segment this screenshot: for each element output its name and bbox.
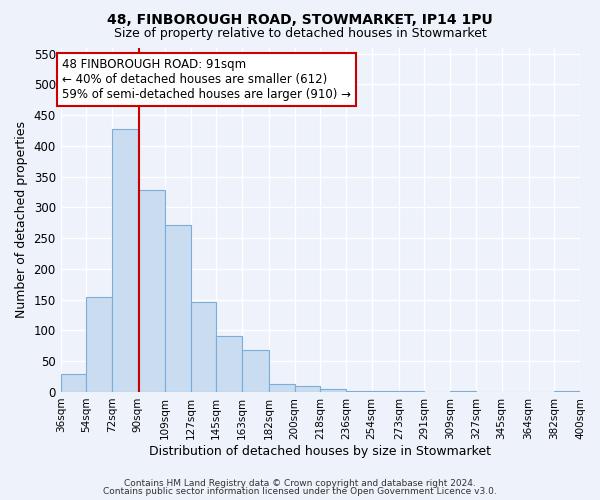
- Bar: [112, 128, 138, 392]
- Bar: [165, 224, 191, 392]
- Y-axis label: Number of detached properties: Number of detached properties: [15, 121, 28, 318]
- Text: Contains HM Land Registry data © Crown copyright and database right 2024.: Contains HM Land Registry data © Crown c…: [124, 478, 476, 488]
- Bar: [320, 390, 346, 392]
- Text: Size of property relative to detached houses in Stowmarket: Size of property relative to detached ho…: [113, 28, 487, 40]
- Text: Contains public sector information licensed under the Open Government Licence v3: Contains public sector information licen…: [103, 487, 497, 496]
- Bar: [138, 190, 165, 392]
- Text: 48 FINBOROUGH ROAD: 91sqm
← 40% of detached houses are smaller (612)
59% of semi: 48 FINBOROUGH ROAD: 91sqm ← 40% of detac…: [62, 58, 351, 101]
- Bar: [216, 336, 242, 392]
- Bar: [295, 386, 320, 392]
- Bar: [61, 374, 86, 392]
- Bar: [269, 384, 295, 392]
- Bar: [242, 350, 269, 392]
- Bar: [346, 390, 371, 392]
- X-axis label: Distribution of detached houses by size in Stowmarket: Distribution of detached houses by size …: [149, 444, 491, 458]
- Text: 48, FINBOROUGH ROAD, STOWMARKET, IP14 1PU: 48, FINBOROUGH ROAD, STOWMARKET, IP14 1P…: [107, 12, 493, 26]
- Bar: [191, 302, 216, 392]
- Bar: [554, 390, 580, 392]
- Bar: [86, 296, 112, 392]
